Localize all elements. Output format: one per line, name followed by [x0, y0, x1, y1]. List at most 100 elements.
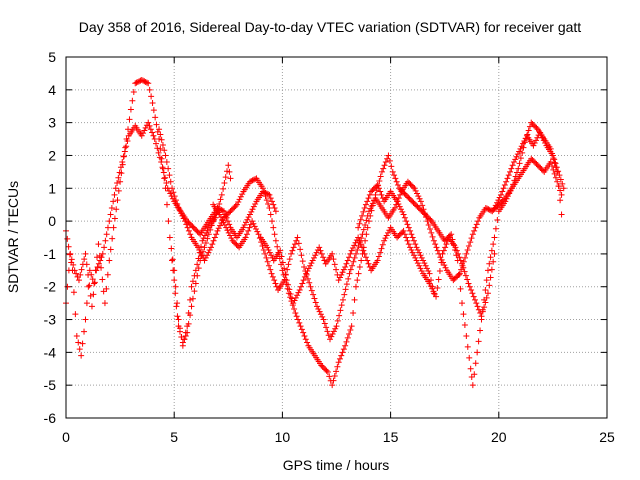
data-point-marker	[389, 168, 396, 175]
data-point-marker	[214, 208, 221, 215]
data-point-marker	[120, 153, 127, 160]
data-point-marker	[195, 244, 202, 251]
data-point-marker	[400, 227, 407, 234]
data-point-marker	[452, 274, 459, 281]
data-point-marker	[163, 201, 170, 208]
data-point-marker	[323, 367, 330, 374]
data-point-marker	[401, 214, 408, 221]
data-point-marker	[65, 267, 72, 274]
data-point-marker	[265, 201, 272, 208]
data-point-marker	[551, 170, 558, 177]
data-point-marker	[83, 300, 90, 307]
data-point-marker	[221, 222, 228, 229]
data-point-marker	[522, 135, 529, 142]
data-point-marker	[471, 371, 478, 378]
data-point-marker	[103, 231, 110, 238]
data-series-trace-4	[257, 224, 498, 320]
data-point-marker	[331, 261, 338, 268]
data-point-marker	[272, 237, 279, 244]
data-point-marker	[308, 260, 315, 267]
data-point-marker	[497, 200, 504, 207]
data-point-marker	[294, 234, 301, 241]
data-point-marker	[83, 261, 90, 268]
data-point-marker	[194, 272, 201, 279]
data-point-marker	[479, 308, 486, 315]
data-point-marker	[525, 127, 532, 134]
data-point-marker	[291, 306, 298, 313]
data-point-marker	[557, 187, 564, 194]
data-point-marker	[285, 261, 292, 268]
data-point-marker	[404, 178, 411, 185]
data-point-marker	[141, 78, 148, 85]
data-point-marker	[170, 189, 177, 196]
data-point-marker	[526, 123, 533, 130]
data-point-marker	[290, 300, 297, 307]
data-point-marker	[260, 246, 267, 253]
data-point-marker	[429, 283, 436, 290]
data-point-marker	[95, 260, 102, 267]
data-point-marker	[360, 226, 367, 233]
data-point-marker	[483, 294, 490, 301]
data-point-marker	[244, 216, 251, 223]
data-point-marker	[151, 136, 158, 143]
data-point-marker	[376, 178, 383, 185]
data-point-marker	[174, 313, 181, 320]
data-point-marker	[330, 377, 337, 384]
data-point-marker	[264, 244, 271, 251]
data-point-marker	[393, 178, 400, 185]
data-point-marker	[107, 211, 114, 218]
data-point-marker	[508, 165, 515, 172]
data-point-marker	[225, 162, 232, 169]
data-point-marker	[388, 163, 395, 170]
data-point-marker	[326, 373, 333, 380]
y-tick-label: 5	[48, 49, 56, 65]
data-point-marker	[414, 246, 421, 253]
data-point-marker	[169, 185, 176, 192]
data-point-marker	[340, 346, 347, 353]
data-point-marker	[115, 174, 122, 181]
data-point-marker	[262, 193, 269, 200]
data-point-marker	[481, 304, 488, 311]
data-point-marker	[211, 234, 218, 241]
data-point-marker	[193, 227, 200, 234]
data-point-marker	[249, 206, 256, 213]
data-point-marker	[201, 244, 208, 251]
data-point-marker	[234, 243, 241, 250]
data-point-marker	[245, 214, 252, 221]
data-point-marker	[395, 195, 402, 202]
data-point-marker	[263, 197, 270, 204]
data-point-marker	[461, 322, 468, 329]
data-point-marker	[237, 193, 244, 200]
data-point-marker	[538, 132, 545, 139]
data-point-marker	[312, 252, 319, 259]
data-point-marker	[106, 218, 113, 225]
data-point-marker	[94, 264, 101, 271]
data-point-marker	[391, 172, 398, 179]
data-point-marker	[462, 254, 469, 261]
data-point-marker	[474, 349, 481, 356]
y-tick-label: 3	[48, 115, 56, 131]
data-point-marker	[395, 233, 402, 240]
data-point-marker	[365, 208, 372, 215]
data-point-marker	[112, 185, 119, 192]
data-point-marker	[497, 191, 504, 198]
data-point-marker	[431, 290, 438, 297]
data-point-marker	[297, 246, 304, 253]
x-tick-label: 10	[275, 429, 291, 445]
data-point-marker	[321, 257, 328, 264]
data-point-marker	[210, 237, 217, 244]
data-point-marker	[465, 243, 472, 250]
data-point-marker	[377, 249, 384, 256]
data-point-marker	[553, 164, 560, 171]
data-point-marker	[295, 289, 302, 296]
data-point-marker	[239, 191, 246, 198]
data-point-marker	[89, 276, 96, 283]
data-point-marker	[162, 152, 169, 159]
data-point-marker	[104, 271, 111, 278]
data-point-marker	[273, 283, 280, 290]
data-point-marker	[168, 245, 175, 252]
data-point-marker	[397, 191, 404, 198]
data-point-marker	[413, 257, 420, 264]
data-point-marker	[351, 242, 358, 249]
